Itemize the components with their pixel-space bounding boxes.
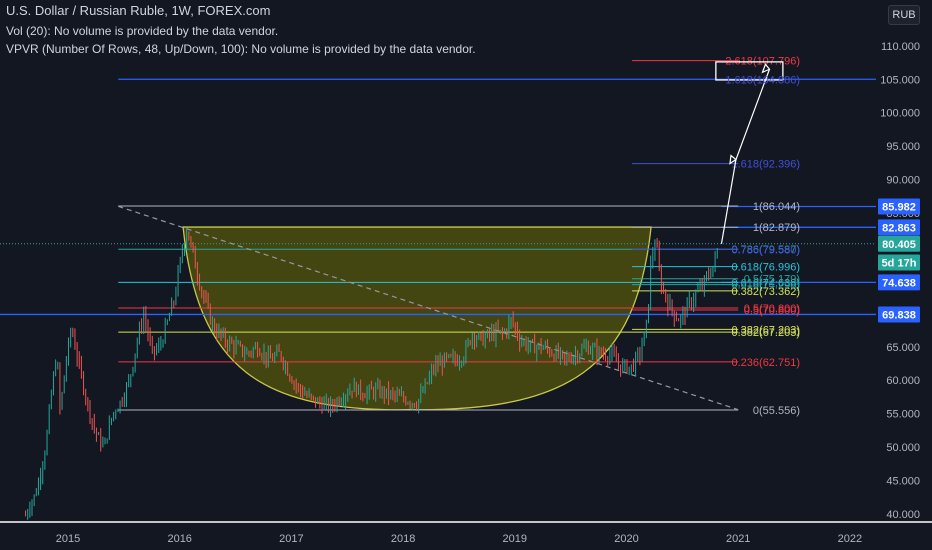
price-axis-label-bg bbox=[878, 219, 920, 236]
y-tick-label: 95.000 bbox=[886, 141, 920, 153]
price-axis-label-bg bbox=[878, 274, 920, 291]
y-tick-label: 50.000 bbox=[886, 442, 920, 454]
arrow-head bbox=[761, 63, 771, 74]
y-tick-label: 100.000 bbox=[880, 108, 920, 120]
fib-level-label: 0(55.556) bbox=[753, 405, 800, 417]
price-axis-label-bg bbox=[878, 306, 920, 323]
fib-level-label: 0.5(70.800) bbox=[744, 303, 800, 315]
fib-level-label: 1(86.044) bbox=[753, 201, 800, 213]
price-axis-label-bg bbox=[878, 198, 920, 215]
y-tick-label: 110.000 bbox=[881, 41, 920, 53]
price-axis-label-bg bbox=[878, 254, 920, 271]
currency-button[interactable]: RUB bbox=[888, 5, 920, 25]
x-tick-label: 2018 bbox=[391, 533, 415, 545]
fib-level-label: 0.5(70.800) bbox=[744, 305, 800, 317]
x-tick-label: 2022 bbox=[838, 533, 862, 545]
fib-level-label: 0.382(73.362) bbox=[732, 286, 801, 298]
x-tick-label: 2015 bbox=[56, 533, 80, 545]
arrow-head bbox=[729, 154, 737, 165]
price-axis-label-bg bbox=[878, 235, 920, 252]
x-tick-label: 2020 bbox=[614, 533, 638, 545]
symbol-title[interactable]: U.S. Dollar / Russian Ruble, 1W, FOREX.c… bbox=[6, 3, 271, 18]
fib-level-label: 1(82.879) bbox=[753, 222, 800, 234]
vpvr-indicator-legend[interactable]: VPVR (Number Of Rows, 48, Up/Down, 100):… bbox=[6, 42, 476, 56]
fib-level-label: 0.618(76.996) bbox=[732, 262, 801, 274]
fib-level-label: 0.786(79.580) bbox=[732, 244, 801, 256]
x-tick-label: 2019 bbox=[503, 533, 527, 545]
fib-level-label: 0.618(74.638) bbox=[732, 277, 801, 289]
price-axis-label: 80.405 bbox=[882, 239, 916, 251]
y-tick-label: 60.000 bbox=[886, 375, 920, 387]
x-tick-label: 2021 bbox=[726, 533, 750, 545]
y-tick-label: 65.000 bbox=[886, 342, 920, 354]
price-axis-label: 82.863 bbox=[882, 222, 916, 234]
target-zone-label: 1.618(104.886) bbox=[725, 74, 800, 86]
y-tick-label: 90.000 bbox=[886, 175, 920, 187]
y-tick-label: 105.000 bbox=[880, 74, 920, 86]
fib-level-label: 1.618(92.396) bbox=[732, 159, 801, 171]
fib-level-label: 0.618(74.298) bbox=[732, 280, 801, 292]
projection-arrow[interactable] bbox=[720, 69, 771, 244]
volume-indicator-legend[interactable]: Vol (20): No volume is provided by the d… bbox=[6, 24, 279, 38]
fib-level-label: 0.236(62.751) bbox=[732, 357, 801, 369]
price-axis-label: 85.982 bbox=[882, 201, 916, 213]
candles-group bbox=[25, 228, 718, 520]
fib-level-label: 0.382(67.203) bbox=[732, 324, 801, 336]
fib-level-label: 0.5(75.179) bbox=[744, 274, 800, 286]
price-axis-label: 69.838 bbox=[882, 309, 916, 321]
cup-pattern[interactable] bbox=[182, 226, 652, 411]
y-tick-label: 40.000 bbox=[886, 509, 920, 521]
downtrend-line[interactable] bbox=[118, 205, 739, 411]
x-tick-label: 2016 bbox=[167, 533, 191, 545]
price-axis-label: 74.638 bbox=[882, 277, 916, 289]
y-tick-label: 55.000 bbox=[886, 409, 920, 421]
fib-level-label: 0.786(79.587) bbox=[732, 244, 801, 256]
fib-level-label: 0.382(67.203) bbox=[732, 327, 801, 339]
y-tick-label: 45.000 bbox=[886, 476, 920, 488]
x-tick-label: 2017 bbox=[279, 533, 303, 545]
target-zone-box[interactable] bbox=[715, 61, 784, 81]
price-axis-label: 5d 17h bbox=[882, 258, 917, 270]
